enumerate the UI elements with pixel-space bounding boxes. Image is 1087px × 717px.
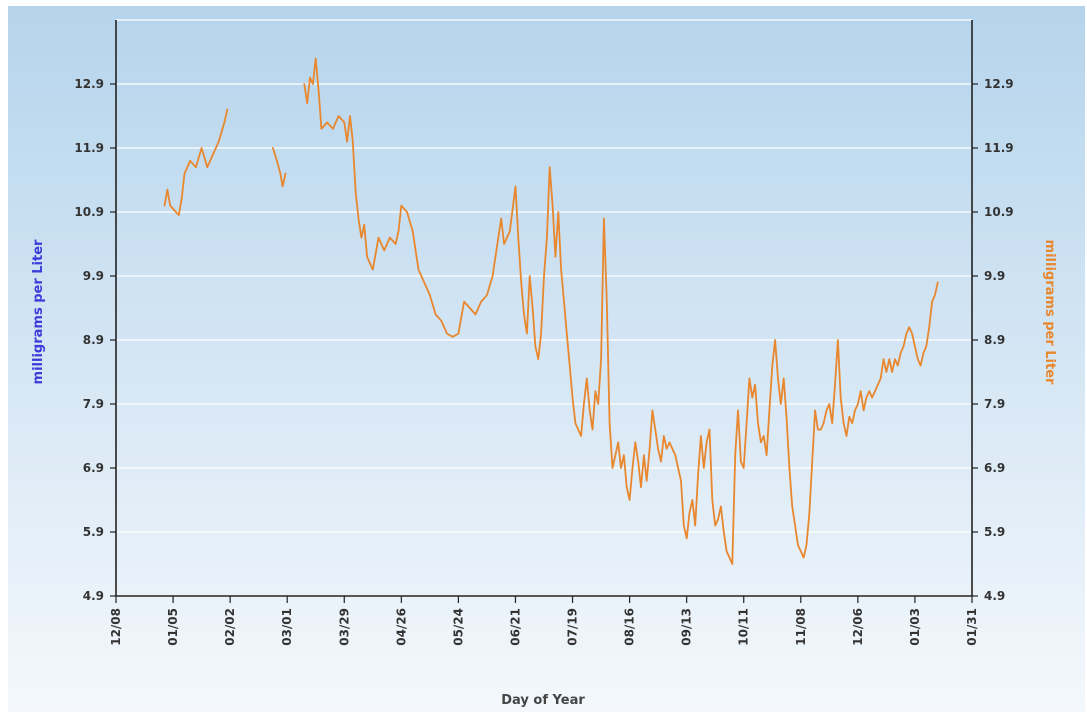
x-axis-title: Day of Year: [501, 693, 585, 708]
y-tick-label-right: 6.9: [984, 461, 1005, 475]
series-line: [303, 57, 939, 565]
y-tick-label-right: 4.9: [984, 589, 1005, 603]
x-tick-label: 12/08: [109, 608, 123, 646]
y-tick-label-left: 6.9: [83, 461, 104, 475]
y-tick-label-right: 8.9: [984, 333, 1005, 347]
x-tick-label: 09/13: [680, 608, 694, 646]
y-tick-label-right: 7.9: [984, 397, 1005, 411]
y-tick-label-left: 10.9: [74, 205, 104, 219]
x-tick-label: 11/08: [794, 608, 808, 646]
y-tick-label-right: 5.9: [984, 525, 1005, 539]
y-tick-label-left: 4.9: [83, 589, 104, 603]
y-tick-label-right: 9.9: [984, 269, 1005, 283]
y-tick-label-left: 9.9: [83, 269, 104, 283]
y-axis-title-right: milligrams per Liter: [1042, 240, 1057, 385]
x-tick-label: 05/24: [451, 608, 465, 646]
y-tick-label-right: 10.9: [984, 205, 1014, 219]
y-tick-label-left: 11.9: [74, 141, 104, 155]
x-tick-label: 03/01: [280, 608, 294, 646]
series-line: [163, 108, 229, 217]
x-tick-label: 01/05: [166, 608, 180, 646]
y-tick-label-right: 11.9: [984, 141, 1014, 155]
y-tick-label-right: 12.9: [984, 77, 1014, 91]
series-line: [272, 147, 287, 188]
x-tick-label: 07/19: [566, 608, 580, 646]
x-tick-label: 01/31: [965, 608, 979, 646]
y-tick-label-left: 5.9: [83, 525, 104, 539]
axes: [115, 20, 973, 597]
x-tick-label: 06/21: [508, 608, 522, 646]
y-tick-label-left: 8.9: [83, 333, 104, 347]
series: [163, 57, 939, 565]
y-tick-label-left: 7.9: [83, 397, 104, 411]
y-axis-title-left: milligrams per Liter: [31, 239, 46, 384]
x-tick-label: 04/26: [394, 608, 408, 646]
x-tick-label: 01/03: [908, 608, 922, 646]
x-tick-label: 03/29: [337, 608, 351, 646]
chart-background: [8, 6, 1085, 712]
x-ticks: 12/08 01/05 02/02 03/01 03/29 04/26 05/24 06/21…: [109, 596, 979, 646]
x-tick-label: 12/06: [851, 608, 865, 646]
x-tick-label: 02/02: [223, 608, 237, 646]
x-tick-label: 10/11: [737, 608, 751, 646]
y-tick-label-left: 12.9: [74, 77, 104, 91]
x-tick-label: 08/16: [623, 608, 637, 646]
y-ticks: 4.9 4.9 5.9 5.9 6.9 6.9 7.9 7.9 8.9 8.9 9.9 9.9 10.9…: [74, 77, 1013, 603]
